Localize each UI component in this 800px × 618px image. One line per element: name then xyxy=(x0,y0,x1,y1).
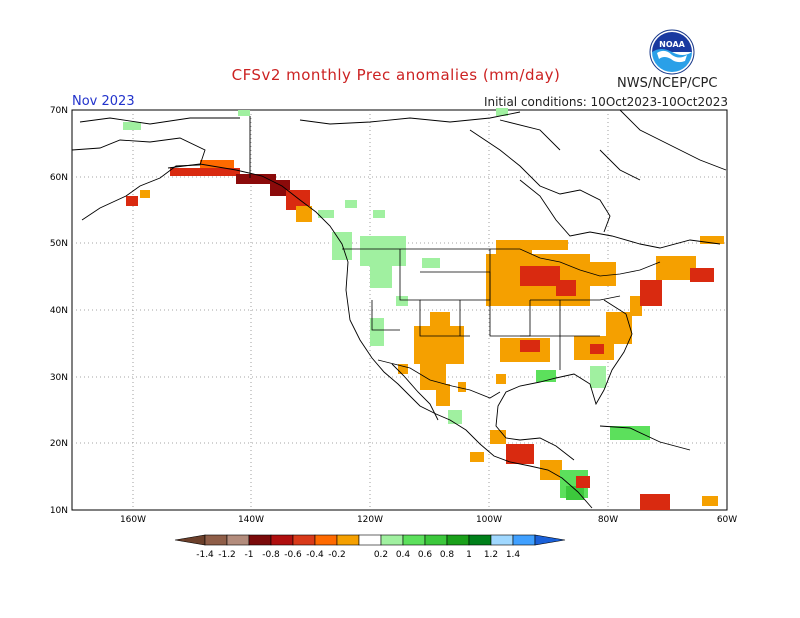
lat-label: 20N xyxy=(50,439,68,449)
lat-label: 50N xyxy=(50,239,68,249)
colorbar-arrow-high xyxy=(534,534,566,546)
colorbar-label: 1 xyxy=(466,550,472,560)
colorbar-label: 0.2 xyxy=(374,550,388,560)
lon-labels: 160W 140W 120W 100W 80W 60W xyxy=(120,515,737,525)
lon-label: 120W xyxy=(357,515,383,525)
colorbar-swatch xyxy=(402,534,426,546)
lon-label: 100W xyxy=(476,515,502,525)
colorbar-swatch xyxy=(270,534,294,546)
colorbar-swatch xyxy=(248,534,272,546)
colorbar-label: -0.4 xyxy=(306,550,324,560)
initial-conditions: Initial conditions: 10Oct2023-10Oct2023 xyxy=(483,95,728,109)
lon-label: 60W xyxy=(717,515,737,525)
colorbar-label: -0.2 xyxy=(328,550,346,560)
colorbar-label: -1.2 xyxy=(218,550,236,560)
colorbar-swatch xyxy=(358,534,382,546)
coastlines xyxy=(71,109,727,509)
colorbar-swatch xyxy=(512,534,536,546)
colorbar-swatch xyxy=(292,534,316,546)
colorbar-label: 0.4 xyxy=(396,550,411,560)
colorbar-swatch xyxy=(336,534,360,546)
colorbar-label: -0.8 xyxy=(262,550,280,560)
lat-label: 30N xyxy=(50,373,68,383)
lat-label: 40N xyxy=(50,306,68,316)
anomaly-shading xyxy=(123,108,724,510)
colorbar-swatch xyxy=(204,534,228,546)
lon-label: 80W xyxy=(598,515,618,525)
agency-label: NWS/NCEP/CPC xyxy=(617,76,718,91)
colorbar-arrow-low xyxy=(174,534,206,546)
map-frame xyxy=(71,109,728,511)
colorbar-label: 0.6 xyxy=(418,550,433,560)
lon-label: 140W xyxy=(238,515,264,525)
lat-labels: 70N 60N 50N 40N 30N 20N 10N xyxy=(50,106,68,516)
noaa-logo-icon: NOAA xyxy=(649,29,695,75)
colorbar-swatch xyxy=(446,534,470,546)
colorbar-swatch xyxy=(226,534,250,546)
svg-text:NOAA: NOAA xyxy=(659,40,685,49)
colorbar-label: 0.8 xyxy=(440,550,455,560)
colorbar-label: 1.4 xyxy=(506,550,521,560)
lat-label: 60N xyxy=(50,173,68,183)
lat-label: 70N xyxy=(50,106,68,116)
colorbar-swatch xyxy=(314,534,338,546)
forecast-month: Nov 2023 xyxy=(72,94,135,109)
colorbar-label: -1.4 xyxy=(196,550,214,560)
colorbar-swatch xyxy=(490,534,514,546)
lon-label: 160W xyxy=(120,515,146,525)
colorbar-swatch xyxy=(424,534,448,546)
colorbar-label: -1 xyxy=(245,550,254,560)
lat-label: 10N xyxy=(50,506,68,516)
graticule xyxy=(72,110,727,510)
colorbar-label: 1.2 xyxy=(484,550,498,560)
colorbar-swatch xyxy=(380,534,404,546)
colorbar-label: -0.6 xyxy=(284,550,302,560)
colorbar-swatch xyxy=(468,534,492,546)
map-title: CFSv2 monthly Prec anomalies (mm/day) xyxy=(231,66,561,84)
borders xyxy=(342,248,661,399)
